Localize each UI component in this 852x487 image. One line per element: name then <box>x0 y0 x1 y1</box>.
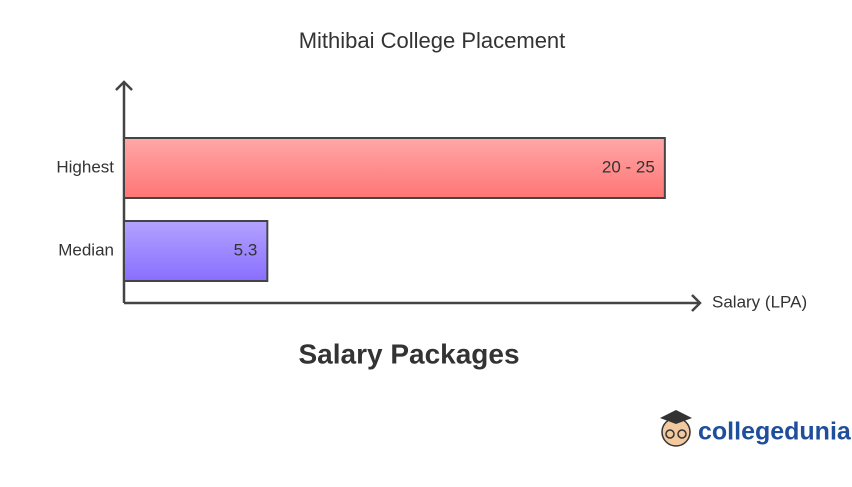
category-label: Median <box>58 240 114 259</box>
chart-subtitle: Salary Packages <box>298 338 519 369</box>
value-label: 5.3 <box>234 240 258 259</box>
chart-title: Mithibai College Placement <box>299 28 566 53</box>
value-label: 20 - 25 <box>602 157 655 176</box>
x-axis-label: Salary (LPA) <box>712 292 807 311</box>
brand-name: collegedunia <box>698 418 852 446</box>
brand-logo: collegedunia <box>660 410 852 447</box>
bar-shine <box>125 139 664 197</box>
category-label: Highest <box>56 157 114 176</box>
bar-shine <box>125 222 267 280</box>
